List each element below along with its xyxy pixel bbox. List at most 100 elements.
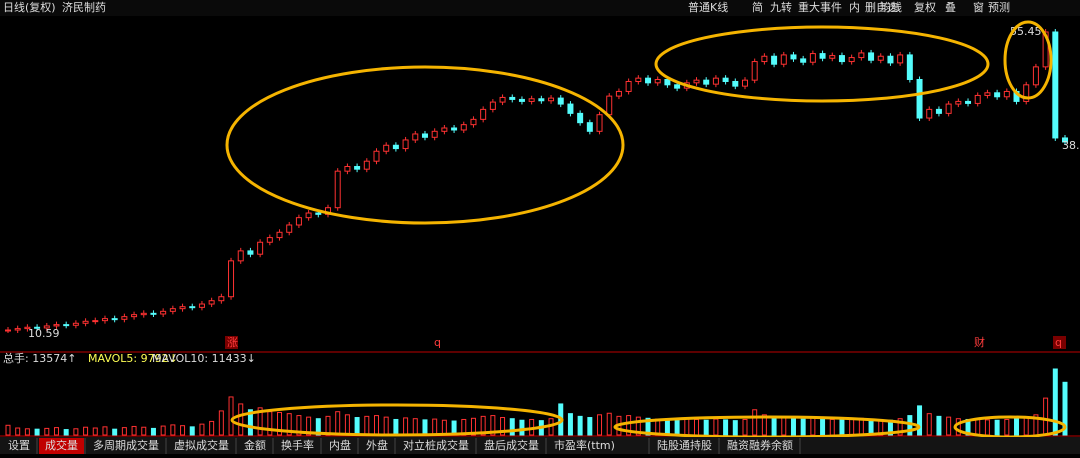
- volume-bar: [1005, 419, 1009, 435]
- price-label: 10.59: [28, 327, 60, 340]
- volume-bar: [151, 428, 155, 435]
- volume-bar: [840, 420, 844, 435]
- event-marker[interactable]: q: [434, 336, 441, 349]
- candle: [161, 311, 166, 314]
- candle: [83, 321, 88, 323]
- volume-bar: [239, 404, 243, 435]
- tab[interactable]: 市盈率(ttm): [554, 438, 615, 452]
- volume-bar: [190, 427, 194, 435]
- tab[interactable]: 多周期成交量: [93, 438, 159, 452]
- volume-bar: [772, 416, 776, 435]
- candle: [694, 80, 699, 83]
- volume-bar: [374, 416, 378, 435]
- tab[interactable]: 金额: [244, 438, 266, 452]
- toolbar-button[interactable]: 复权: [914, 0, 936, 14]
- volume-bar: [588, 418, 592, 435]
- candle: [355, 167, 360, 170]
- candle: [597, 115, 602, 132]
- tab[interactable]: 内盘: [329, 438, 351, 452]
- tab[interactable]: 陆股通持股: [657, 438, 712, 452]
- candle: [704, 80, 709, 84]
- candle: [723, 78, 728, 81]
- toolbar-button[interactable]: 预测: [988, 1, 1010, 14]
- candle: [267, 238, 272, 243]
- candle: [277, 232, 282, 237]
- candle: [238, 251, 243, 261]
- volume-bar: [607, 413, 611, 435]
- candle: [510, 97, 515, 99]
- candle: [985, 93, 990, 96]
- toolbar-button[interactable]: 均线: [880, 0, 902, 14]
- volume-bar: [850, 419, 854, 435]
- volume-bar: [433, 419, 437, 435]
- candle: [820, 54, 825, 59]
- price-label: 38.9: [1062, 139, 1080, 152]
- candle: [888, 56, 893, 63]
- volume-bar: [918, 406, 922, 435]
- candle: [413, 134, 418, 140]
- candle: [132, 315, 137, 317]
- volume-bar: [598, 415, 602, 435]
- candle: [849, 58, 854, 62]
- stock-name: 济民制药: [62, 0, 106, 14]
- candle: [1053, 32, 1058, 138]
- toolbar-button[interactable]: 叠: [945, 1, 956, 14]
- chart-title: 日线(复权): [3, 0, 56, 14]
- candle: [481, 109, 486, 119]
- volume-bar: [132, 426, 136, 435]
- candle: [646, 78, 651, 83]
- volume-bar: [384, 417, 388, 435]
- candle: [772, 56, 777, 64]
- toolbar-button[interactable]: 普通K线: [688, 0, 728, 14]
- candle: [878, 56, 883, 60]
- tab[interactable]: 虚拟成交量: [174, 438, 229, 452]
- volume-bar: [268, 412, 272, 435]
- candle: [752, 62, 757, 81]
- event-marker[interactable]: 涨: [227, 336, 238, 349]
- candle: [112, 319, 117, 320]
- volume-bar: [675, 420, 679, 435]
- volume-header: MAVOL10: 11433↓: [152, 352, 256, 365]
- candle: [626, 81, 631, 91]
- candle: [15, 329, 20, 330]
- candle: [607, 96, 612, 115]
- toolbar-button[interactable]: 内: [849, 0, 860, 14]
- volume-bar: [16, 428, 20, 435]
- volume-bar: [685, 419, 689, 435]
- toolbar-button[interactable]: 简: [752, 0, 763, 14]
- volume-bar: [336, 412, 340, 435]
- candle: [54, 325, 59, 326]
- volume-bar: [35, 429, 39, 435]
- volume-bar: [54, 428, 58, 435]
- candle: [713, 78, 718, 84]
- candle: [995, 93, 1000, 97]
- tab[interactable]: 成交量: [45, 438, 78, 452]
- volume-bar: [171, 425, 175, 435]
- volume-bar: [442, 420, 446, 435]
- candle: [316, 213, 321, 214]
- event-marker[interactable]: 财: [974, 335, 985, 349]
- tab[interactable]: 外盘: [366, 438, 388, 452]
- candle: [190, 307, 195, 308]
- toolbar-button[interactable]: 九转: [770, 0, 792, 14]
- volume-bar: [413, 419, 417, 435]
- tab[interactable]: 换手率: [281, 438, 314, 452]
- candle: [287, 225, 292, 232]
- candle: [442, 128, 447, 131]
- toolbar-button[interactable]: 窗: [973, 0, 984, 14]
- volume-bar: [665, 419, 669, 435]
- tab[interactable]: 盘后成交量: [484, 438, 539, 452]
- volume-bar: [219, 411, 223, 435]
- candle: [839, 56, 844, 62]
- candle: [141, 313, 146, 314]
- candle: [956, 101, 961, 104]
- event-marker[interactable]: q: [1055, 336, 1062, 349]
- volume-bar: [976, 419, 980, 435]
- tab[interactable]: 设置: [8, 439, 30, 452]
- tab[interactable]: 对立桩成交量: [403, 438, 469, 452]
- candle: [655, 79, 660, 82]
- toolbar-button[interactable]: 重大事件: [798, 0, 842, 14]
- tab[interactable]: 融资融券余额: [727, 438, 793, 452]
